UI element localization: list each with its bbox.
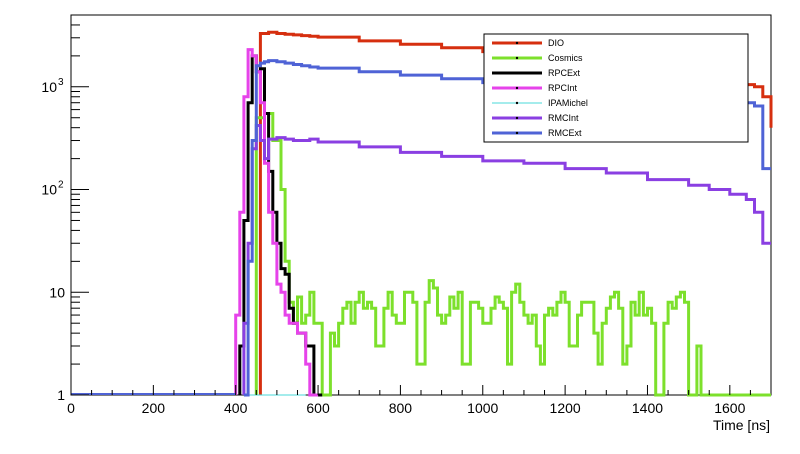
series-rmcint-line: [242, 124, 771, 395]
x-tick-label: 0: [67, 400, 75, 416]
y-tick-label: 10: [41, 182, 57, 198]
legend-marker: [515, 56, 519, 60]
legend-marker: [515, 71, 519, 75]
legend-marker: [515, 101, 519, 105]
legend: DIO Cosmics RPCExt RPCInt IPAMichel RMCInt RMC…: [483, 33, 749, 143]
x-tick-label: 1400: [632, 400, 663, 416]
x-tick-label: 600: [306, 400, 330, 416]
legend-label-rmcint: RMCInt: [548, 113, 579, 123]
y-tick-label: 10: [49, 284, 65, 300]
x-tick-label: 200: [142, 400, 166, 416]
x-tick-label: 1200: [550, 400, 581, 416]
x-tick-label: 400: [224, 400, 248, 416]
legend-label-rpcint: RPCInt: [548, 83, 578, 93]
x-tick-label: 1000: [467, 400, 498, 416]
y-tick-exponent: 2: [58, 180, 64, 191]
legend-marker: [515, 41, 519, 45]
y-tick-label: 1: [57, 387, 65, 403]
y-tick-exponent: 3: [58, 77, 64, 88]
legend-label-ipamichel: IPAMichel: [548, 98, 588, 108]
legend-marker: [515, 86, 519, 90]
legend-label-rpcext: RPCExt: [548, 68, 581, 78]
y-tick-label: 10: [41, 79, 57, 95]
legend-label-rmcext: RMCExt: [548, 128, 582, 138]
x-tick-label: 800: [389, 400, 413, 416]
legend-marker: [515, 131, 519, 135]
x-axis-title: Time [ns]: [713, 417, 770, 433]
legend-marker: [515, 116, 519, 120]
series-cosmics-line: [254, 112, 771, 397]
legend-label-dio: DIO: [548, 38, 564, 48]
x-tick-label: 1600: [714, 400, 745, 416]
legend-label-cosmics: Cosmics: [548, 53, 583, 63]
series-rpcint-line: [234, 48, 319, 397]
